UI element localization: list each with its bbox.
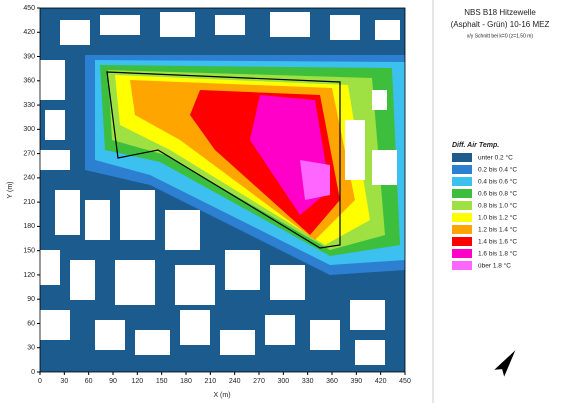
legend-swatch xyxy=(452,153,472,162)
legend-swatch xyxy=(452,165,472,174)
x-tick-label: 330 xyxy=(302,378,314,385)
y-tick-label: 330 xyxy=(23,102,35,109)
x-tick-label: 390 xyxy=(350,378,362,385)
legend-label: 0.2 bis 0.4 °C xyxy=(478,166,517,174)
legend-swatch xyxy=(452,237,472,246)
x-tick-label: 60 xyxy=(85,378,93,385)
x-tick-label: 270 xyxy=(253,378,265,385)
chart-title: NBS B18 Hitzewelle xyxy=(464,8,536,17)
y-tick-label: 360 xyxy=(23,78,35,85)
plot-frame xyxy=(39,7,406,373)
x-tick-label: 90 xyxy=(109,378,117,385)
legend-swatch xyxy=(452,213,472,222)
y-tick-label: 300 xyxy=(23,126,35,133)
legend-label: über 1.8 °C xyxy=(478,262,511,270)
y-tick-label: 60 xyxy=(27,320,35,327)
legend-label: 1.6 bis 1.8 °C xyxy=(478,250,517,258)
y-tick-label: 420 xyxy=(23,29,35,36)
legend-label: 0.8 bis 1.0 °C xyxy=(478,202,517,210)
legend-swatch xyxy=(452,225,472,234)
legend-label: unter 0.2 °C xyxy=(478,154,513,162)
legend-swatch xyxy=(452,261,472,270)
north-arrow xyxy=(494,350,516,377)
x-tick-label: 420 xyxy=(375,378,387,385)
y-tick-label: 210 xyxy=(23,199,35,206)
y-axis-label: Y (m) xyxy=(7,182,14,199)
temperature-zone xyxy=(300,160,330,200)
y-tick-label: 450 xyxy=(23,5,35,12)
legend-swatch xyxy=(452,189,472,198)
y-tick-label: 0 xyxy=(31,369,35,376)
y-tick-label: 90 xyxy=(27,296,35,303)
area-outline xyxy=(106,71,341,249)
legend-swatch xyxy=(452,201,472,210)
x-tick-label: 360 xyxy=(326,378,338,385)
x-tick-label: 0 xyxy=(38,378,42,385)
x-tick-label: 180 xyxy=(180,378,192,385)
legend-swatch xyxy=(452,177,472,186)
buildings xyxy=(40,12,400,365)
x-tick-label: 210 xyxy=(204,378,216,385)
x-axis-label: X (m) xyxy=(213,392,230,399)
y-tick-label: 240 xyxy=(23,175,35,182)
x-tick-label: 150 xyxy=(156,378,168,385)
legend-swatch xyxy=(452,249,472,258)
x-tick-label: 450 xyxy=(399,378,411,385)
legend-label: 0.6 bis 0.8 °C xyxy=(478,190,517,198)
y-tick-label: 180 xyxy=(23,223,35,230)
y-tick-label: 120 xyxy=(23,272,35,279)
x-tick-label: 120 xyxy=(131,378,143,385)
legend-label: 0.4 bis 0.6 °C xyxy=(478,178,517,186)
x-tick-label: 240 xyxy=(229,378,241,385)
y-tick-label: 270 xyxy=(23,150,35,157)
legend-label: 1.2 bis 1.4 °C xyxy=(478,226,517,234)
chart-subtitle: (Asphalt - Grün) 10-16 MEZ xyxy=(451,20,550,29)
x-tick-label: 300 xyxy=(277,378,289,385)
legend-title: Diff. Air Temp. xyxy=(452,142,499,149)
x-tick-label: 30 xyxy=(60,378,68,385)
y-tick-label: 390 xyxy=(23,53,35,60)
chart-note: x/y Schnitt bei k=0 (z=1.50 m) xyxy=(467,33,533,39)
legend-label: 1.4 bis 1.6 °C xyxy=(478,238,517,246)
y-tick-label: 150 xyxy=(23,248,35,255)
y-tick-label: 30 xyxy=(27,345,35,352)
legend-label: 1.0 bis 1.2 °C xyxy=(478,214,517,222)
